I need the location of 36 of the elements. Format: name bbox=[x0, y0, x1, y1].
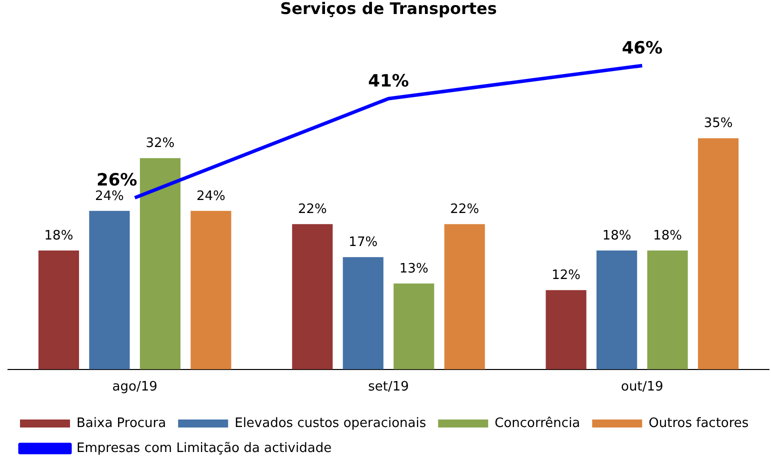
data-label: 17% bbox=[348, 235, 378, 250]
data-label: 18% bbox=[44, 228, 74, 244]
bar bbox=[647, 250, 688, 370]
x-tick-label: set/19 bbox=[368, 380, 409, 395]
data-label: 41% bbox=[368, 72, 409, 92]
bar bbox=[342, 257, 384, 370]
legend-label: Concorrência bbox=[494, 416, 580, 431]
bar bbox=[444, 224, 485, 370]
bar bbox=[596, 250, 638, 370]
bar bbox=[190, 210, 232, 370]
bar bbox=[292, 224, 333, 370]
x-tick-label: out/19 bbox=[621, 380, 664, 395]
data-label: 24% bbox=[196, 188, 226, 204]
bar bbox=[698, 138, 739, 370]
data-label: 12% bbox=[552, 268, 581, 284]
bar bbox=[394, 284, 434, 370]
data-label: 13% bbox=[399, 261, 428, 276]
data-label: 26% bbox=[96, 170, 138, 191]
bar bbox=[140, 158, 180, 370]
bar bbox=[546, 290, 586, 370]
data-label: 35% bbox=[704, 116, 733, 132]
legend-label: Baixa Procura bbox=[76, 416, 166, 431]
legend-label: Elevados custos operacionais bbox=[234, 416, 426, 431]
chart-title: Serviços de Transportes bbox=[280, 0, 497, 18]
legend-label: Empresas com Limitação da actividade bbox=[76, 440, 332, 456]
x-tick-label: ago/19 bbox=[112, 380, 158, 395]
data-label: 18% bbox=[653, 228, 682, 244]
data-label: 22% bbox=[450, 202, 480, 217]
bar bbox=[89, 210, 130, 370]
data-label: 46% bbox=[622, 38, 663, 59]
legend-label: Outros factores bbox=[648, 416, 749, 431]
data-label: 18% bbox=[602, 228, 632, 244]
data-label: 22% bbox=[298, 202, 327, 217]
bar bbox=[38, 250, 80, 370]
data-label: 32% bbox=[146, 136, 175, 151]
data-label: 24% bbox=[95, 188, 124, 204]
